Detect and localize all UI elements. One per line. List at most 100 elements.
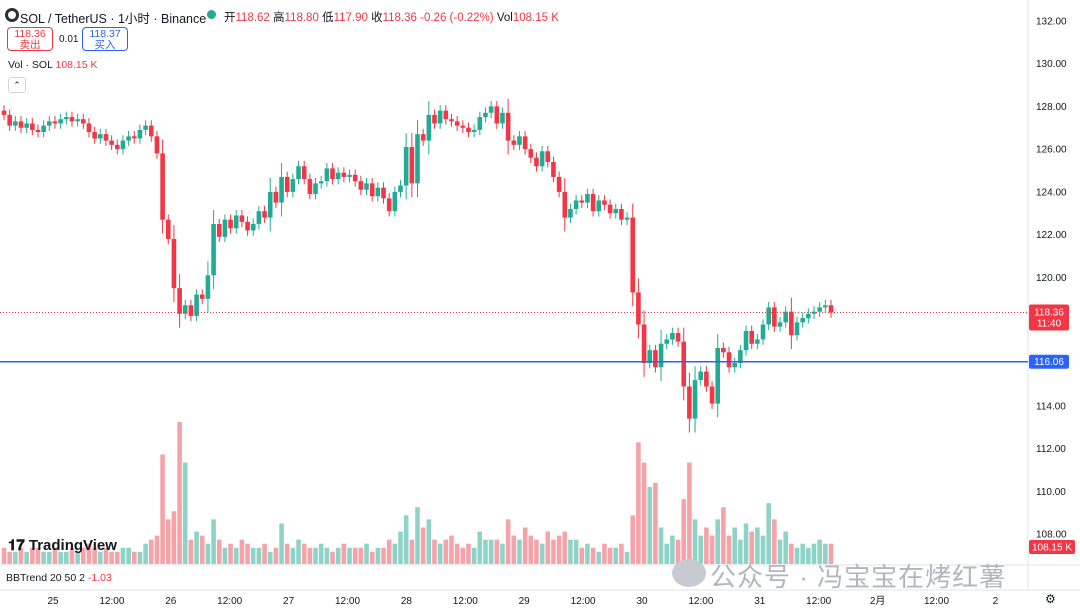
candle: [715, 334, 721, 418]
price-tick-label: 126.00: [1036, 145, 1067, 156]
volume-bar: [483, 539, 488, 564]
candle-body: [290, 179, 296, 192]
candle: [86, 118, 92, 138]
candle: [256, 205, 262, 230]
volume-bar: [811, 543, 817, 564]
candle-body: [721, 348, 726, 353]
volume-bar: [551, 539, 556, 564]
candle: [24, 118, 29, 134]
candle-body: [596, 200, 602, 212]
volume-bar: [194, 531, 199, 564]
candle: [160, 139, 165, 234]
volume-bar: [692, 519, 698, 564]
volume-bar: [177, 422, 182, 564]
collapse-chevron-icon[interactable]: ⌃: [8, 77, 26, 93]
candle-body: [568, 209, 573, 218]
candle: [131, 130, 137, 144]
candle-body: [630, 217, 636, 293]
settings-gear-icon[interactable]: ⚙: [1045, 592, 1056, 606]
candle-body: [114, 144, 120, 150]
volume-bar: [375, 547, 381, 564]
symbol-title[interactable]: SOL / TetherUS · 1小时 · Binance: [20, 12, 207, 26]
candle-body: [641, 324, 647, 363]
candle: [500, 107, 505, 129]
price-tick-label: 132.00: [1036, 16, 1067, 27]
level-line-value: 116.06: [1034, 357, 1064, 368]
candle: [52, 115, 58, 129]
candle-body: [602, 200, 607, 205]
candle: [749, 325, 754, 350]
volume-indicator-value: 108.15 K: [55, 59, 98, 71]
candle: [704, 366, 709, 392]
time-tick-label: 27: [283, 596, 295, 607]
time-tick-label: 2: [993, 596, 999, 607]
volume-bar: [823, 543, 828, 564]
volume-bar: [222, 547, 228, 564]
candle-body: [738, 350, 743, 363]
volume-bar: [205, 543, 211, 564]
candle-body: [573, 200, 579, 210]
candle-body: [415, 134, 420, 184]
volume-bar: [92, 547, 97, 564]
candle: [335, 167, 341, 185]
candle-body: [75, 119, 80, 122]
volume-bar: [324, 547, 330, 564]
candle-body: [205, 275, 211, 299]
volume-bar: [556, 535, 562, 564]
candle: [233, 210, 239, 234]
volume-bar: [534, 539, 539, 564]
candle-body: [154, 136, 160, 154]
tradingview-logo[interactable]: 𝟏𝟕 TradingView: [8, 537, 117, 554]
volume-bar: [698, 535, 704, 564]
buy-button[interactable]: 118.37 买入: [82, 27, 128, 51]
candle: [148, 120, 154, 142]
volume-bar: [522, 527, 528, 564]
price-tick-label: 108.00: [1036, 530, 1067, 541]
candle: [755, 334, 760, 350]
bbtrend-legend[interactable]: BBTrend 20 50 2 -1.03: [6, 572, 112, 584]
candle-body: [81, 119, 86, 124]
candle: [177, 274, 182, 328]
candle: [171, 225, 177, 303]
candle: [766, 302, 771, 330]
volume-bar: [148, 539, 154, 564]
volume-bar: [749, 531, 754, 564]
volume-bar: [103, 547, 109, 564]
candle: [483, 107, 488, 123]
high-value: 118.80: [284, 12, 319, 24]
candle-body: [505, 112, 511, 141]
volume-bar: [432, 539, 437, 564]
volume-bar: [624, 551, 630, 564]
volume-bar: [653, 482, 658, 564]
volume-bar: [335, 547, 341, 564]
candle: [789, 297, 794, 350]
candle-body: [783, 311, 788, 323]
bbtrend-value: -1.03: [87, 572, 112, 584]
candle-body: [392, 191, 398, 212]
sell-button[interactable]: 118.36 卖出: [7, 27, 53, 51]
volume-bar: [817, 539, 822, 564]
candle-body: [449, 119, 454, 122]
candle: [222, 214, 228, 243]
candle: [58, 113, 63, 129]
candle-body: [364, 183, 369, 190]
time-tick-label: 26: [165, 596, 177, 607]
candle-body: [381, 187, 386, 199]
candle-body: [811, 311, 817, 314]
candle: [539, 145, 545, 172]
volume-bar: [528, 535, 534, 564]
volume-bar: [24, 551, 29, 564]
candle-body: [199, 294, 205, 299]
candle: [75, 113, 80, 127]
candle-body: [279, 176, 284, 203]
candle: [324, 163, 330, 187]
volume-bar: [579, 547, 585, 564]
candle-body: [398, 185, 403, 192]
candle-body: [403, 147, 409, 186]
candle-body: [675, 333, 681, 342]
candle: [828, 299, 834, 318]
volume-indicator-legend[interactable]: Vol · SOL 108.15 K: [8, 59, 98, 71]
volume-bar: [743, 523, 749, 564]
candle: [692, 366, 698, 433]
